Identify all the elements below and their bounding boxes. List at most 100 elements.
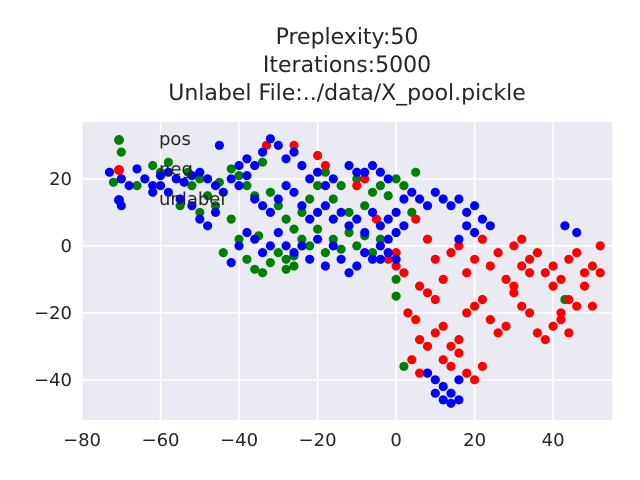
point-neg xyxy=(509,241,519,251)
point-neg xyxy=(477,234,487,244)
point-unlabel xyxy=(446,388,456,398)
point-unlabel xyxy=(195,167,205,177)
point-unlabel xyxy=(297,201,307,211)
point-neg xyxy=(517,234,527,244)
point-neg xyxy=(485,315,495,325)
point-unlabel xyxy=(375,167,385,177)
point-neg xyxy=(383,254,393,264)
point-neg xyxy=(485,261,495,271)
point-pos xyxy=(297,234,307,244)
point-pos xyxy=(344,207,354,217)
point-neg xyxy=(438,274,448,284)
x-tick-label: −40 xyxy=(220,430,258,451)
point-neg xyxy=(320,160,330,171)
point-unlabel xyxy=(320,201,330,211)
point-unlabel xyxy=(375,241,385,251)
point-neg xyxy=(477,361,487,371)
point-unlabel xyxy=(485,221,495,231)
point-neg xyxy=(422,234,433,244)
point-unlabel xyxy=(289,248,299,258)
point-pos xyxy=(273,201,283,211)
point-unlabel xyxy=(438,381,448,392)
point-pos xyxy=(265,258,275,268)
point-neg xyxy=(564,254,574,264)
point-unlabel xyxy=(155,181,166,191)
point-unlabel xyxy=(572,227,582,238)
point-neg xyxy=(501,321,511,331)
point-pos xyxy=(344,227,354,238)
point-unlabel xyxy=(250,234,260,244)
point-neg xyxy=(407,355,417,365)
point-neg xyxy=(313,150,323,161)
point-neg xyxy=(470,375,480,385)
point-pos xyxy=(352,241,362,251)
point-unlabel xyxy=(258,201,268,211)
point-neg xyxy=(422,288,433,298)
point-unlabel xyxy=(313,207,323,217)
point-unlabel xyxy=(320,181,330,191)
point-pos xyxy=(148,160,158,171)
point-neg xyxy=(415,281,425,291)
x-tick-label: −60 xyxy=(142,430,180,451)
point-neg xyxy=(415,335,425,345)
point-unlabel xyxy=(470,201,480,211)
point-unlabel xyxy=(289,187,299,197)
point-pos xyxy=(328,234,338,244)
title-line-3: Unlabel File:../data/X_pool.pickle xyxy=(168,81,525,106)
y-tick-label: 20 xyxy=(49,169,72,190)
point-neg xyxy=(438,321,448,331)
point-unlabel xyxy=(446,398,456,408)
point-unlabel xyxy=(265,241,275,251)
point-unlabel xyxy=(391,227,401,238)
point-pos xyxy=(305,194,315,204)
point-pos xyxy=(375,234,385,244)
point-unlabel xyxy=(438,194,448,204)
point-neg xyxy=(454,348,464,358)
point-pos xyxy=(399,361,409,371)
point-pos xyxy=(313,181,323,191)
point-pos xyxy=(108,177,118,187)
point-pos xyxy=(281,214,291,224)
legend-entry-pos: pos xyxy=(114,129,191,150)
point-unlabel xyxy=(273,227,283,238)
legend-entry-unlabel: unlabel xyxy=(114,189,225,210)
point-unlabel xyxy=(336,254,346,264)
point-unlabel xyxy=(155,171,166,181)
point-unlabel xyxy=(383,248,393,258)
point-unlabel xyxy=(226,258,236,268)
point-neg xyxy=(446,341,456,351)
x-tick-label: 0 xyxy=(390,430,401,451)
point-pos xyxy=(203,191,213,201)
point-unlabel xyxy=(179,177,189,187)
legend: pos neg unlabel xyxy=(114,129,225,210)
point-unlabel xyxy=(454,395,464,405)
x-tick-label: 40 xyxy=(542,430,565,451)
point-unlabel xyxy=(210,181,221,191)
axis-ticks: −80 −60 −40 −20 0 20 40 −40 −20 0 20 xyxy=(34,169,565,451)
point-unlabel xyxy=(430,375,440,385)
point-pos xyxy=(242,254,252,264)
legend-label-neg: neg xyxy=(159,159,193,180)
point-unlabel xyxy=(281,241,291,251)
point-unlabel xyxy=(454,194,464,204)
point-pos xyxy=(258,268,268,278)
point-unlabel xyxy=(171,174,181,184)
point-pos xyxy=(313,224,323,234)
point-unlabel xyxy=(462,221,472,231)
point-pos xyxy=(391,291,401,301)
point-unlabel xyxy=(383,214,393,224)
point-neg xyxy=(470,301,480,311)
point-unlabel xyxy=(391,207,401,217)
point-neg xyxy=(548,281,558,291)
point-pos xyxy=(336,181,346,191)
point-unlabel xyxy=(313,167,323,177)
point-pos xyxy=(320,167,330,177)
point-neg xyxy=(454,241,464,251)
point-unlabel xyxy=(281,181,291,191)
point-unlabel xyxy=(328,241,338,251)
point-unlabel xyxy=(430,187,440,197)
point-neg xyxy=(564,294,574,305)
point-pos xyxy=(391,174,401,184)
point-neg xyxy=(493,328,503,338)
